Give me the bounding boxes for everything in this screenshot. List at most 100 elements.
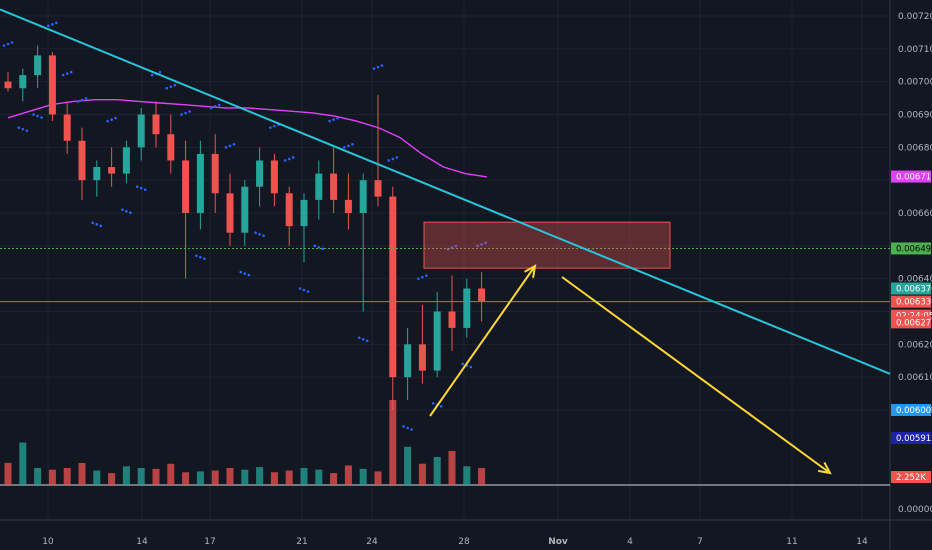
sar-dot [387,159,391,162]
sar-dot [21,127,25,131]
sar-dot [228,144,232,148]
sar-dot [361,337,365,341]
candle-body[interactable] [270,160,278,194]
volume-bar [152,468,160,485]
sar-dot [6,42,10,46]
volume-bar [78,462,86,485]
candle-body[interactable] [108,167,116,174]
volume-bar [448,451,456,485]
sar-dot [10,41,14,44]
sar-dot [195,254,198,257]
sar-dot [76,100,80,103]
candle-body[interactable] [359,180,367,213]
sar-dot [188,110,191,113]
candle-body[interactable] [478,288,486,302]
candle-body[interactable] [4,81,12,89]
volume-bar [389,400,397,485]
volume-tag-bg [891,471,931,483]
volume-zero-label: 0.000000 [898,505,932,515]
sar-dot [321,247,325,251]
sar-dot [224,146,228,149]
candle-body[interactable] [78,140,86,181]
time-tick-label: 24 [366,537,378,547]
candle-body[interactable] [448,311,456,328]
candle-body[interactable] [19,75,27,89]
candle-body[interactable] [374,180,382,197]
volume-bar [137,468,145,485]
candle-body[interactable] [182,160,190,213]
sar-dot [150,73,154,77]
sar-dot [317,246,321,249]
candle-body[interactable] [285,193,293,227]
sar-dot [298,287,302,290]
candle-body[interactable] [63,114,71,141]
candle-body[interactable] [226,193,234,233]
volume-bar [344,465,352,485]
sar-dot [262,234,265,237]
down-arrow[interactable] [561,276,831,474]
green-line-tag: 0.006492 [896,244,932,254]
sar-dot [476,244,479,248]
price-tick-label: 0.007000 [898,78,932,88]
sar-dot [114,116,117,120]
candle-body[interactable] [211,153,219,194]
sar-dot [402,425,405,428]
sar-dot [313,244,317,248]
candle-body[interactable] [152,114,160,135]
candle-body[interactable] [34,55,42,76]
price-tick-label: 0.006100 [898,373,932,383]
candle-body[interactable] [404,344,412,378]
resistance-zone-box[interactable] [423,221,671,269]
candle-body[interactable] [300,199,308,227]
sar-dot [273,124,276,128]
up-arrow-head [524,264,537,279]
candle-body[interactable] [433,311,441,371]
sar-dot [95,223,99,226]
sar-dot [417,277,420,280]
sar-dot [169,85,173,89]
time-tick-label: 21 [296,537,307,547]
sar-dot [80,98,84,102]
sar-dot [406,426,409,430]
volume-bar [93,470,101,485]
candle-body[interactable] [196,153,204,213]
time-tick-label: 14 [136,537,148,547]
candle-body[interactable] [93,167,101,181]
candle-body[interactable] [344,199,352,213]
sar-dot [357,336,361,340]
volume-bar [270,472,278,485]
sar-dot [421,275,424,279]
sar-dot [2,44,6,47]
candle-body[interactable] [137,114,145,148]
navy-tag-bg [891,432,931,444]
candle-body[interactable] [330,173,338,200]
sar-dot [306,290,310,293]
candle-body[interactable] [418,344,426,371]
candle-body[interactable] [256,160,264,187]
volume-bar [182,472,190,485]
candle-body[interactable] [122,147,130,174]
descending-trendline[interactable] [0,8,891,375]
candle-body[interactable] [389,196,397,378]
sar-dot [199,255,202,259]
candle-body[interactable] [167,134,175,161]
sar-dot [55,21,58,25]
sar-dot [40,116,43,119]
volume-bar [108,473,116,485]
sar-dot [391,157,395,161]
candle-body[interactable] [241,186,249,233]
volume-bar [374,471,382,485]
candle-body[interactable] [315,173,323,200]
volume-bar [226,468,234,485]
candle-body[interactable] [48,55,56,115]
volume-bar [418,463,426,485]
sar-dot [217,103,221,107]
candle-body[interactable] [463,288,471,328]
up-arrow[interactable] [429,265,536,417]
sar-dot [165,86,169,90]
sar-dot [91,221,95,225]
